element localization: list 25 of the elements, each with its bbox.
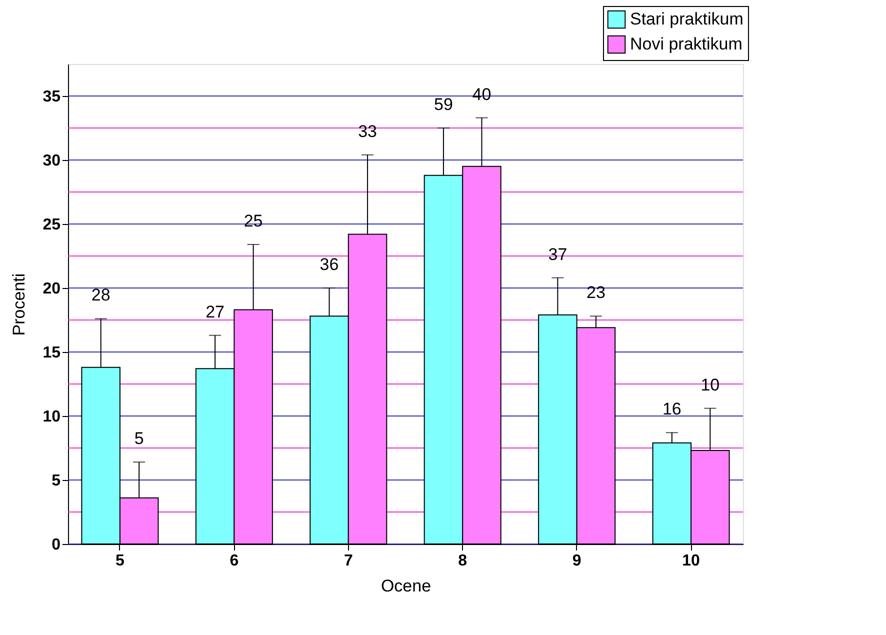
x-tick-label: 9 bbox=[572, 552, 582, 570]
y-tick-label: 0 bbox=[52, 536, 61, 554]
x-tick-label: 6 bbox=[230, 552, 239, 570]
annotation: 28 bbox=[91, 286, 110, 305]
x-tick-label: 7 bbox=[344, 552, 353, 570]
annotation: 27 bbox=[206, 302, 225, 322]
y-tick-label: 25 bbox=[42, 216, 61, 234]
y-tick-label: 35 bbox=[42, 88, 61, 106]
annotation: 16 bbox=[662, 400, 682, 419]
y-tick-label: 5 bbox=[52, 472, 61, 490]
legend-label: Novi praktikum bbox=[630, 34, 742, 54]
annotation: 36 bbox=[320, 255, 339, 274]
annotation: 23 bbox=[586, 283, 606, 302]
y-tick-label: 20 bbox=[42, 280, 61, 298]
annotation: 59 bbox=[434, 95, 453, 114]
x-tick-label: 5 bbox=[116, 552, 125, 570]
y-tick-label: 15 bbox=[42, 344, 61, 362]
y-tick-label: 10 bbox=[42, 408, 61, 426]
x-axis-title: Ocene bbox=[380, 576, 432, 596]
x-tick-label: 10 bbox=[682, 552, 700, 570]
y-tick-label: 30 bbox=[42, 152, 61, 170]
y-axis-title: Procenti bbox=[10, 273, 29, 336]
x-tick-label: 8 bbox=[458, 552, 468, 570]
legend-label: Stari praktikum bbox=[630, 10, 744, 28]
annotation: 5 bbox=[134, 429, 144, 448]
